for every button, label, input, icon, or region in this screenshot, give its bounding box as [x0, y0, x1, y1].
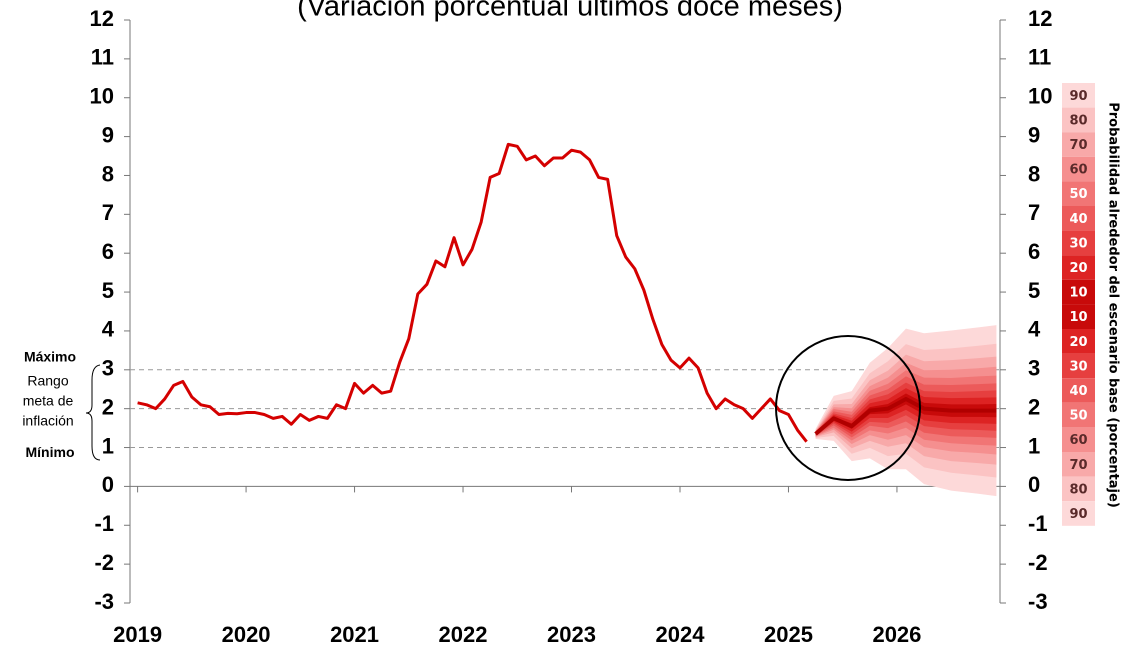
plot-area: -3-2-10123456789101112-3-2-1012345678910…: [90, 6, 1053, 647]
legend-swatch: [1062, 452, 1095, 477]
y-tick-label: 11: [91, 45, 114, 70]
y-tick-label: 7: [102, 200, 114, 225]
legend-swatch: [1062, 132, 1095, 157]
x-tick-label: 2021: [330, 622, 379, 647]
y2-tick-label: 12: [1028, 6, 1052, 31]
legend-swatch: [1062, 156, 1095, 182]
legend-label: 50: [1069, 187, 1087, 202]
y2-tick-label: 7: [1028, 200, 1040, 225]
legend-swatch: [1062, 378, 1095, 403]
legend-swatch: [1062, 279, 1095, 305]
y2-tick-label: 4: [1028, 317, 1041, 342]
legend-swatch: [1062, 230, 1095, 256]
y2-tick-label: 0: [1028, 472, 1040, 497]
y-tick-label: 5: [102, 278, 114, 303]
legend-label: 50: [1069, 409, 1087, 424]
legend-swatch: [1062, 427, 1095, 452]
chart-subtitle: (Variación porcentual últimos doce meses…: [297, 0, 843, 23]
fan-band: [815, 388, 997, 435]
legend-swatch: [1062, 304, 1095, 329]
y-tick-label: 6: [102, 239, 114, 264]
y-tick-label: 2: [102, 394, 114, 419]
legend-label: 60: [1069, 163, 1087, 178]
y-tick-label: 12: [90, 6, 114, 31]
legend-swatch: [1062, 476, 1095, 502]
legend-label: 70: [1069, 138, 1087, 153]
y2-tick-label: 2: [1028, 394, 1040, 419]
target-brace: [85, 364, 101, 461]
x-tick-label: 2022: [439, 622, 488, 647]
y2-tick-label: 10: [1028, 84, 1052, 109]
legend-label: 10: [1069, 286, 1087, 301]
central-forecast-line: [814, 396, 997, 436]
legend-label: 80: [1069, 113, 1087, 128]
y2-tick-label: 5: [1028, 278, 1040, 303]
x-tick-label: 2023: [547, 622, 596, 647]
x-tick-label: 2019: [113, 622, 162, 647]
y2-tick-label: 11: [1028, 45, 1051, 70]
y2-tick-label: -2: [1028, 550, 1048, 575]
fan-band: [815, 393, 997, 435]
y2-tick-label: 9: [1028, 122, 1040, 147]
target-min-label: Mínimo: [26, 444, 75, 460]
series-line: [137, 142, 808, 443]
x-tick-label: 2024: [656, 622, 706, 647]
legend-swatch: [1062, 83, 1095, 108]
legend-swatch: [1062, 353, 1095, 379]
legend-label: 20: [1069, 261, 1087, 276]
target-range-label: Rango: [27, 373, 68, 389]
legend-label: 30: [1069, 236, 1087, 251]
y-tick-label: 1: [102, 433, 114, 458]
legend-swatch: [1062, 402, 1095, 428]
target-max-label: Máximo: [24, 349, 76, 365]
y-tick-label: 0: [102, 472, 114, 497]
y2-tick-label: 6: [1028, 239, 1040, 264]
y-tick-label: 9: [102, 122, 114, 147]
legend-label: 90: [1069, 89, 1087, 104]
y2-tick-label: -1: [1028, 511, 1048, 536]
y2-tick-label: 8: [1028, 161, 1040, 186]
legend-swatch: [1062, 181, 1095, 206]
y-tick-label: 3: [102, 356, 114, 381]
y-tick-label: 8: [102, 161, 114, 186]
legend-label: 20: [1069, 335, 1087, 350]
x-tick-label: 2025: [764, 622, 813, 647]
highlight-circle: [775, 335, 921, 481]
x-tick-label: 2026: [872, 622, 921, 647]
y-tick-label: -3: [94, 589, 114, 614]
y-tick-label: 4: [102, 317, 115, 342]
legend-swatch: [1062, 206, 1095, 231]
y2-tick-label: -3: [1028, 589, 1048, 614]
y2-tick-label: 3: [1028, 356, 1040, 381]
legend-label: 90: [1069, 507, 1087, 522]
y-tick-label: 10: [90, 84, 114, 109]
legend-label: 30: [1069, 359, 1087, 374]
y-tick-label: -1: [94, 511, 114, 536]
legend-label: 10: [1069, 310, 1087, 325]
legend-swatch: [1062, 501, 1095, 526]
legend-label: 80: [1069, 482, 1087, 497]
legend-label: 70: [1069, 458, 1087, 473]
legend-title: Probabilidad alrededor del escenario bas…: [1106, 102, 1121, 508]
legend-swatch: [1062, 107, 1095, 133]
legend-label: 60: [1069, 433, 1087, 448]
y-tick-label: -2: [94, 550, 114, 575]
legend-swatch: [1062, 255, 1095, 280]
x-tick-label: 2020: [222, 622, 271, 647]
y2-tick-label: 1: [1028, 433, 1040, 458]
target-range-label: meta de: [23, 393, 74, 409]
legend-swatch: [1062, 329, 1095, 354]
target-range-label: inflación: [22, 413, 73, 429]
legend-label: 40: [1069, 384, 1087, 399]
legend-label: 40: [1069, 212, 1087, 227]
